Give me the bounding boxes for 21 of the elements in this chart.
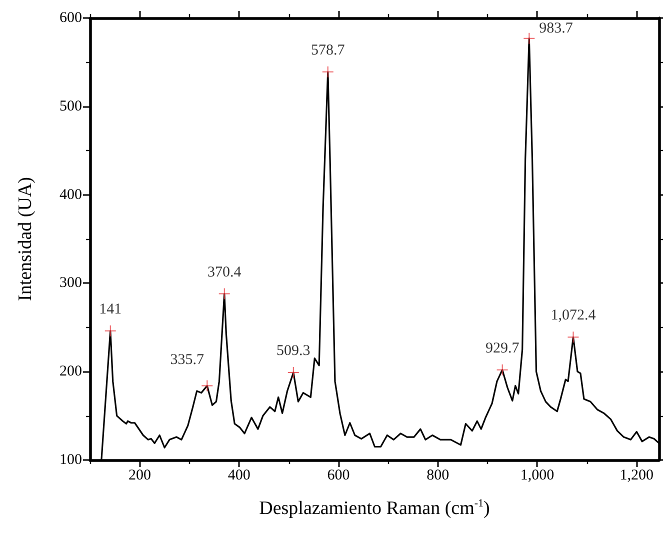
y-tick-label: 600 — [60, 10, 82, 26]
y-tick-label: 400 — [60, 186, 82, 203]
annotation: 983.7 — [539, 20, 574, 36]
x-tick-label: 800 — [426, 468, 450, 484]
x-tick-label: 1,200 — [620, 468, 654, 484]
annotation: 509.3 — [276, 342, 310, 359]
y-tick-label: 100 — [60, 452, 82, 468]
annotation: 370.4 — [208, 264, 242, 280]
x-tick-label: 600 — [327, 468, 350, 484]
annotation: 929.7 — [485, 340, 520, 356]
x-tick-label: 200 — [128, 468, 151, 484]
y-tick-label: 300 — [60, 275, 82, 292]
annotation: 1,072.4 — [550, 308, 596, 324]
annotation: 335.7 — [170, 352, 205, 368]
y-tick-label: 500 — [60, 98, 82, 114]
x-tick-label: 1,000 — [520, 468, 554, 484]
annotation: 141 — [99, 301, 122, 318]
annotation: 578.7 — [311, 42, 346, 58]
x-tick-label: 400 — [228, 468, 250, 484]
y-tick-label: 200 — [60, 364, 82, 380]
y-axis-title: Intensidad (UA) — [15, 177, 36, 301]
